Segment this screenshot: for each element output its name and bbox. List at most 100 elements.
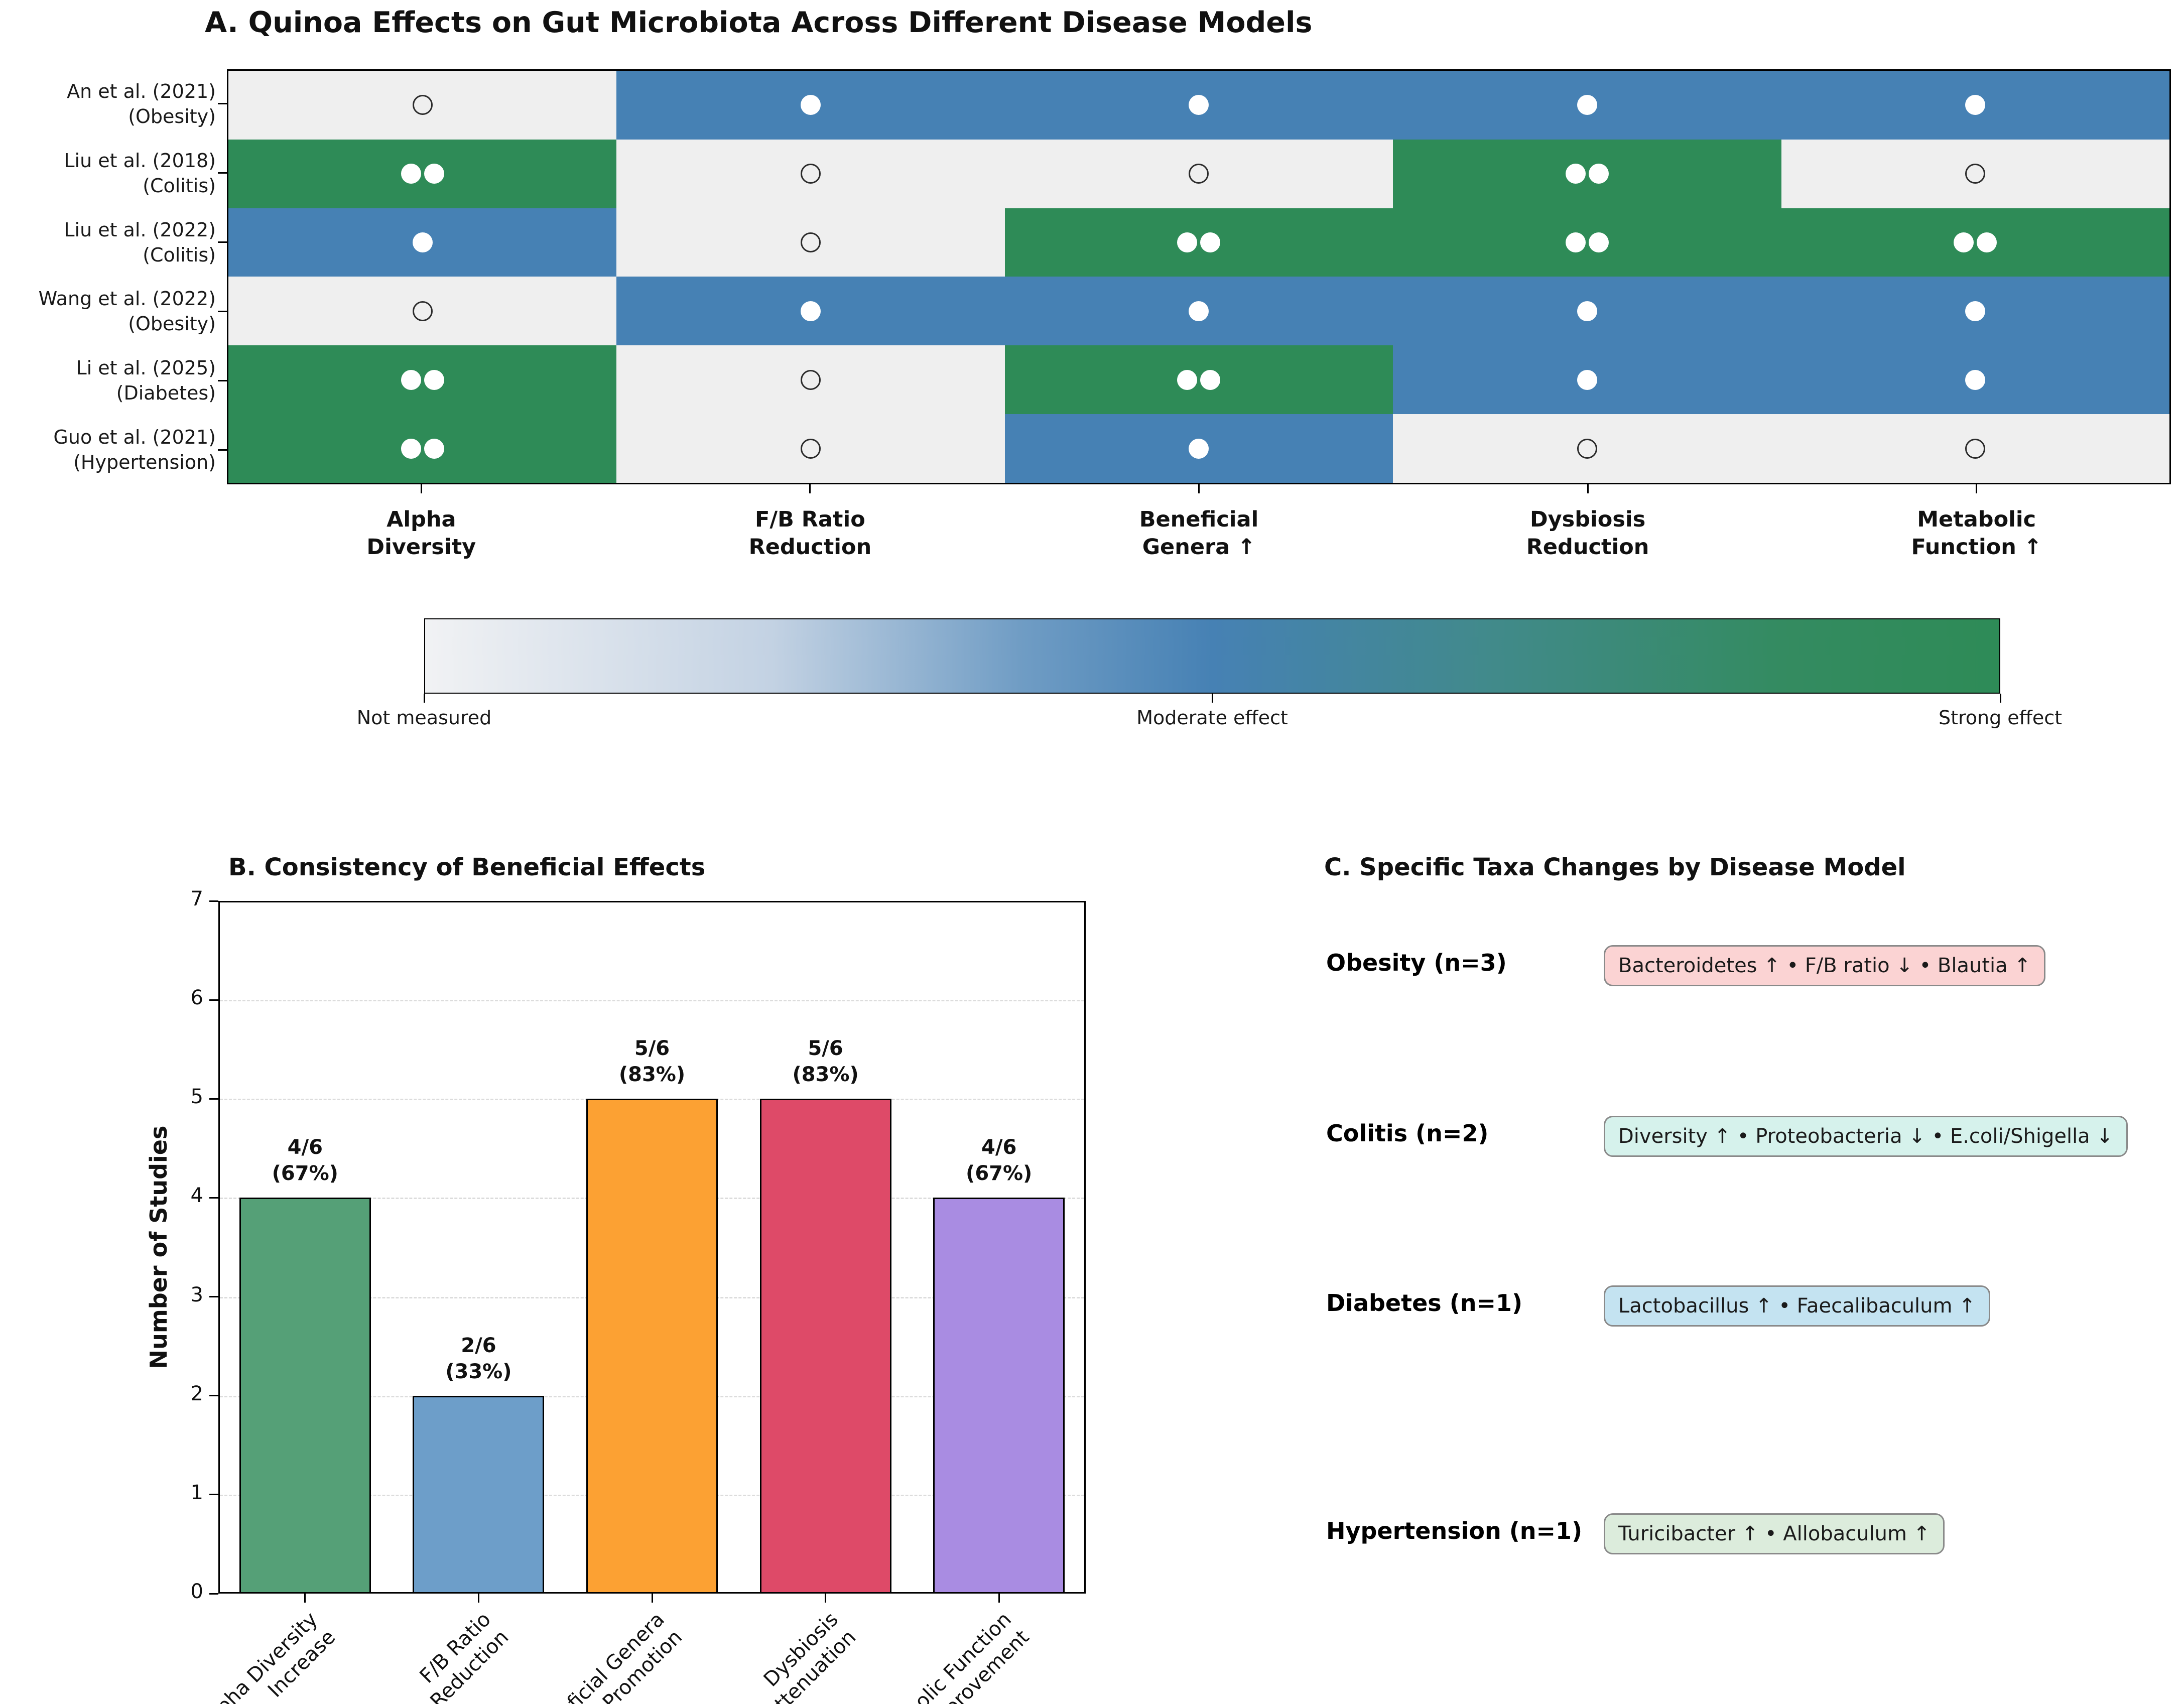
y-tick-label: 4 [190,1184,203,1208]
column-label-line: Reduction [1526,535,1649,560]
heatmap-cell [1393,139,1781,208]
strong-effect-dot-icon [401,438,421,459]
taxa-changes-box: Lactobacillus ↑ • Faecalibaculum ↑ [1604,1285,1990,1327]
x-tick-label: Alpha Diversity Increase [57,1607,341,1704]
bar-value-label: 4/6 (67%) [205,1134,406,1187]
heatmap-cell [616,277,1005,346]
heatmap-cell [616,71,1005,140]
panel-b-title: B. Consistency of Beneficial Effects [228,853,706,881]
x-tick [477,1594,479,1603]
bar-1 [413,1395,545,1594]
column-label-line: Function ↑ [1911,535,2042,560]
x-tick [809,484,811,493]
column-label-line: Dysbiosis [1529,507,1646,532]
strong-effect-dot-icon [401,164,421,184]
heatmap-cell [1781,208,2169,277]
colorbar [424,618,2000,694]
strong-effect-dot-icon [401,369,421,390]
taxa-changes-box: Bacteroidetes ↑ • F/B ratio ↓ • Blautia … [1604,945,2045,986]
bar-value-fraction: 4/6 [287,1136,323,1159]
heatmap-cell [1781,71,2169,140]
y-tick [209,1494,218,1496]
colorbar-label-strong-effect: Strong effect [1938,707,2063,729]
heatmap-cell [616,414,1005,483]
y-tick-label: 7 [190,887,203,910]
gridline [220,1000,1084,1002]
moderate-effect-dot-icon [801,95,821,115]
row-label-study: Liu et al. (2022) [64,218,216,241]
heatmap-cell [228,208,617,277]
heatmap-row-label: Liu et al. (2022) (Colitis) [0,217,216,268]
x-tick [1198,484,1200,493]
row-label-study: Wang et al. (2022) [38,288,216,310]
heatmap-cell [1781,345,2169,415]
bar-0 [239,1198,371,1594]
heatmap-cell [1004,71,1393,140]
heatmap-cell [1781,139,2169,208]
bar-4 [933,1198,1065,1594]
y-tick [209,900,218,902]
heatmap-grid [227,69,2171,484]
not-measured-circle-icon [801,232,821,253]
heatmap-row-label: Guo et al. (2021) (Hypertension) [0,425,216,475]
row-label-model: (Hypertension) [73,451,216,474]
column-label-line: Metabolic [1917,507,2036,532]
row-label-model: (Colitis) [143,174,216,197]
strong-effect-dot-icon [1565,164,1586,184]
y-tick [209,999,218,1001]
panel-b-y-axis-label: Number of Studies [145,1125,172,1369]
bar-value-percent: (67%) [272,1162,338,1186]
column-label-line: Reduction [748,535,872,560]
y-tick-label: 2 [190,1382,203,1405]
x-tick [651,1594,653,1603]
colorbar-label-not-measured: Not measured [356,707,492,729]
x-tick [1587,484,1589,493]
panel-c-title: C. Specific Taxa Changes by Disease Mode… [1324,853,1906,881]
heatmap-column-label: Alpha Diversity [245,506,597,561]
moderate-effect-dot-icon [1189,95,1209,115]
bar-value-percent: (33%) [445,1360,512,1383]
heatmap-row-label: Wang et al. (2022) (Obesity) [0,286,216,336]
heatmap-cell [1393,277,1781,346]
moderate-effect-dot-icon [1965,369,1986,390]
heatmap-row-label: Liu et al. (2018) (Colitis) [0,148,216,198]
strong-effect-dot-icon [1954,232,1974,253]
y-tick-label: 6 [190,986,203,1010]
strong-effect-dot-icon [1565,232,1586,253]
x-tick [420,484,422,493]
not-measured-circle-icon [801,164,821,184]
y-tick [218,103,227,105]
column-label-line: Diversity [366,535,476,560]
moderate-effect-dot-icon [1965,301,1986,321]
heatmap-cell [616,345,1005,415]
panel-a-title: A. Quinoa Effects on Gut Microbiota Acro… [205,6,1313,39]
bar-value-percent: (83%) [792,1063,859,1087]
y-tick [209,1098,218,1100]
bar-value-percent: (83%) [618,1063,686,1087]
moderate-effect-dot-icon [1577,369,1597,390]
strong-effect-dot-icon [1588,164,1609,184]
y-tick-label: 1 [190,1481,203,1504]
y-tick [218,241,227,243]
row-label-study: Guo et al. (2021) [53,426,216,449]
colorbar-label-moderate-effect: Moderate effect [1136,707,1288,729]
y-tick [209,1197,218,1199]
column-label-line: Beneficial [1139,507,1259,532]
colorbar-tick [423,694,425,703]
disease-model-label: Hypertension (n=1) [1326,1517,1583,1544]
not-measured-circle-icon [412,301,433,321]
row-label-study: An et al. (2021) [67,80,216,102]
colorbar-tick [1211,694,1213,703]
heatmap-cell [1781,277,2169,346]
strong-effect-dot-icon [1200,369,1221,390]
disease-model-label: Diabetes (n=1) [1326,1289,1523,1317]
heatmap-cell [616,139,1005,208]
x-tick [1976,484,1978,493]
not-measured-circle-icon [801,438,821,459]
heatmap-cell [1004,277,1393,346]
heatmap-cell [228,71,617,140]
column-label-line: F/B Ratio [754,507,865,532]
row-label-study: Liu et al. (2018) [64,149,216,172]
heatmap-cell [1393,414,1781,483]
y-tick [209,1593,218,1595]
